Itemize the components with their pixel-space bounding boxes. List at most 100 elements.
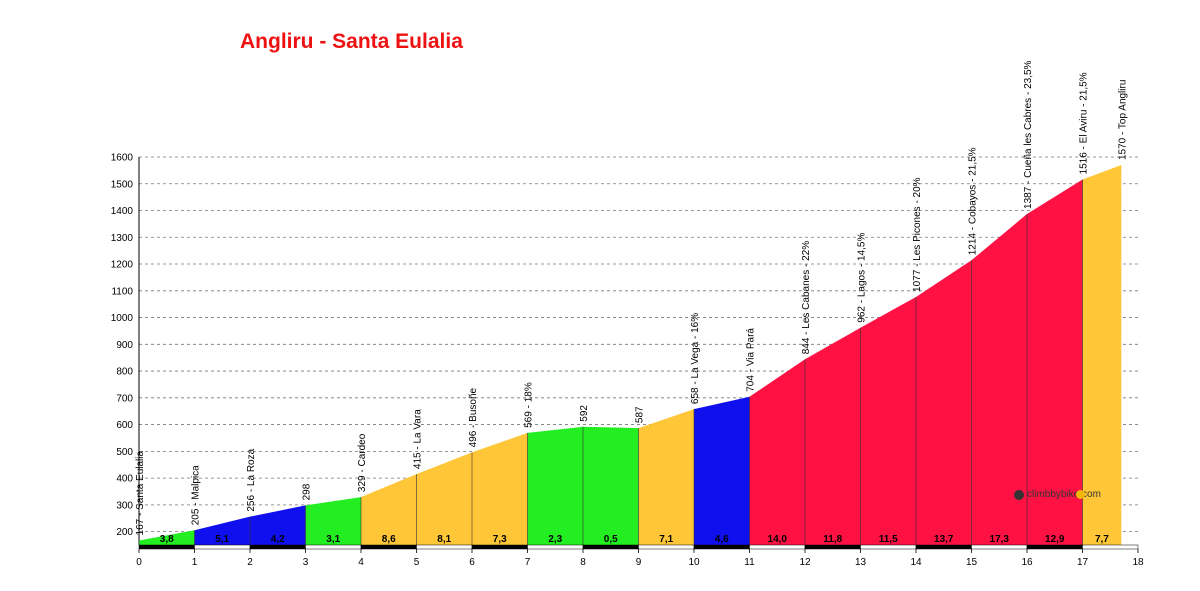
elevation-annotation: 844 - Les Cabanes - 22% bbox=[801, 241, 812, 355]
elevation-annotation: 569 - 18% bbox=[524, 382, 535, 428]
y-tick-label: 200 bbox=[116, 527, 133, 538]
km-bar bbox=[749, 544, 806, 550]
profile-segment bbox=[694, 396, 750, 545]
x-tick-label: 9 bbox=[636, 557, 642, 568]
x-tick-label: 8 bbox=[580, 557, 586, 568]
logo-icon bbox=[1014, 489, 1024, 500]
elevation-annotation: 256 - La Roza bbox=[246, 448, 257, 511]
pin-icon bbox=[1075, 490, 1085, 499]
gradient-label: 11,5 bbox=[879, 534, 898, 545]
km-bar bbox=[638, 544, 695, 550]
elevation-annotation: 1214 - Cobayos - 21,5% bbox=[968, 147, 979, 255]
elevation-annotation: 592 bbox=[579, 405, 590, 422]
profile-segment bbox=[749, 359, 805, 545]
logo-text: climbbybike.com bbox=[1027, 489, 1101, 500]
profile-segment bbox=[916, 260, 972, 545]
y-tick-label: 1400 bbox=[111, 206, 134, 217]
y-tick-label: 500 bbox=[116, 447, 133, 458]
gradient-label: 14,0 bbox=[768, 534, 788, 545]
x-tick-label: 2 bbox=[247, 557, 253, 568]
elevation-annotation: 329 - Cardeo bbox=[357, 433, 368, 492]
km-bar bbox=[1026, 544, 1083, 550]
profile-segment bbox=[139, 530, 195, 545]
elevation-annotation: 1077 - Les Picones - 20% bbox=[912, 177, 923, 292]
y-tick-label: 800 bbox=[116, 367, 133, 378]
y-tick-label: 1200 bbox=[111, 260, 134, 271]
elevation-annotation: 167 - Santa Eulalia bbox=[135, 451, 146, 536]
profile-segment bbox=[1082, 165, 1122, 545]
elevation-annotation: 496 - Busoñe bbox=[468, 387, 479, 447]
gradient-label: 8,6 bbox=[382, 534, 396, 545]
x-tick-label: 18 bbox=[1132, 557, 1144, 568]
x-tick-label: 13 bbox=[855, 557, 867, 568]
profile-segment bbox=[194, 516, 250, 545]
x-tick-label: 4 bbox=[358, 557, 364, 568]
y-tick-label: 1100 bbox=[111, 286, 133, 297]
km-bar bbox=[804, 544, 861, 550]
profile-segment bbox=[527, 426, 583, 545]
x-tick-label: 15 bbox=[966, 557, 978, 568]
y-tick-label: 300 bbox=[116, 500, 133, 511]
profile-segment bbox=[1027, 179, 1083, 545]
km-bar bbox=[416, 544, 473, 550]
gradient-label: 13,7 bbox=[934, 534, 954, 545]
y-tick-label: 1500 bbox=[111, 179, 134, 190]
gradient-label: 4,2 bbox=[271, 534, 285, 545]
y-tick-label: 1000 bbox=[111, 313, 134, 324]
profile-segment bbox=[416, 452, 472, 545]
x-tick-label: 7 bbox=[525, 557, 531, 568]
gradient-label: 8,1 bbox=[437, 534, 451, 545]
gradient-label: 2,3 bbox=[548, 534, 562, 545]
profile-segment bbox=[305, 497, 361, 545]
km-bar bbox=[582, 544, 639, 550]
km-bar bbox=[138, 544, 195, 550]
km-bar bbox=[693, 544, 750, 550]
km-bar bbox=[194, 544, 251, 550]
elevation-annotation: 658 - La Vega - 16% bbox=[690, 313, 701, 404]
elevation-annotation: 704 - Via Pará bbox=[746, 328, 757, 392]
gradient-label: 0,5 bbox=[604, 534, 618, 545]
km-bar bbox=[1082, 544, 1139, 550]
gradient-label: 3,8 bbox=[160, 534, 174, 545]
gradient-label: 7,3 bbox=[493, 534, 507, 545]
x-tick-label: 10 bbox=[688, 557, 700, 568]
profile-segment bbox=[860, 296, 916, 545]
x-tick-label: 17 bbox=[1077, 557, 1089, 568]
gradient-label: 17,3 bbox=[990, 534, 1010, 545]
elevation-annotation: 962 - Lagos - 14,5% bbox=[857, 233, 868, 323]
chart-title: Angliru - Santa Eulalia bbox=[240, 30, 463, 53]
elevation-annotation: 1516 - El Aviru - 21,5% bbox=[1079, 72, 1090, 174]
elevation-annotation: 415 - La Vara bbox=[413, 409, 424, 469]
x-tick-label: 16 bbox=[1021, 557, 1033, 568]
profile-segment bbox=[472, 432, 528, 545]
profile-segment bbox=[250, 505, 306, 545]
gradient-label: 12,9 bbox=[1045, 534, 1065, 545]
gradient-label: 3,1 bbox=[326, 534, 340, 545]
elevation-annotation: 587 bbox=[635, 406, 646, 423]
x-tick-label: 14 bbox=[910, 557, 922, 568]
km-bar bbox=[860, 544, 917, 550]
x-tick-label: 5 bbox=[414, 557, 420, 568]
elevation-annotation: 1387 - Cueña les Cabres - 23,5% bbox=[1023, 60, 1034, 209]
elevation-annotation: 298 bbox=[302, 483, 313, 500]
profile-segment bbox=[583, 426, 639, 545]
elevation-annotation: 1570 - Top Angliru bbox=[1117, 80, 1128, 160]
gradient-label: 7,7 bbox=[1095, 534, 1109, 545]
y-tick-label: 1600 bbox=[111, 153, 134, 164]
km-bar bbox=[471, 544, 528, 550]
y-tick-label: 900 bbox=[116, 340, 133, 351]
x-tick-label: 3 bbox=[303, 557, 309, 568]
y-tick-label: 400 bbox=[116, 474, 133, 485]
km-bar bbox=[527, 544, 584, 550]
km-bar bbox=[305, 544, 362, 550]
gradient-label: 4,6 bbox=[715, 534, 729, 545]
profile-segment bbox=[805, 327, 861, 545]
elevation-annotation: 205 - Malpica bbox=[191, 465, 202, 525]
y-tick-label: 600 bbox=[116, 420, 133, 431]
km-bar bbox=[971, 544, 1028, 550]
x-tick-label: 11 bbox=[744, 557, 755, 568]
km-bar bbox=[915, 544, 972, 550]
profile-segment bbox=[361, 474, 417, 545]
x-tick-label: 1 bbox=[192, 557, 198, 568]
